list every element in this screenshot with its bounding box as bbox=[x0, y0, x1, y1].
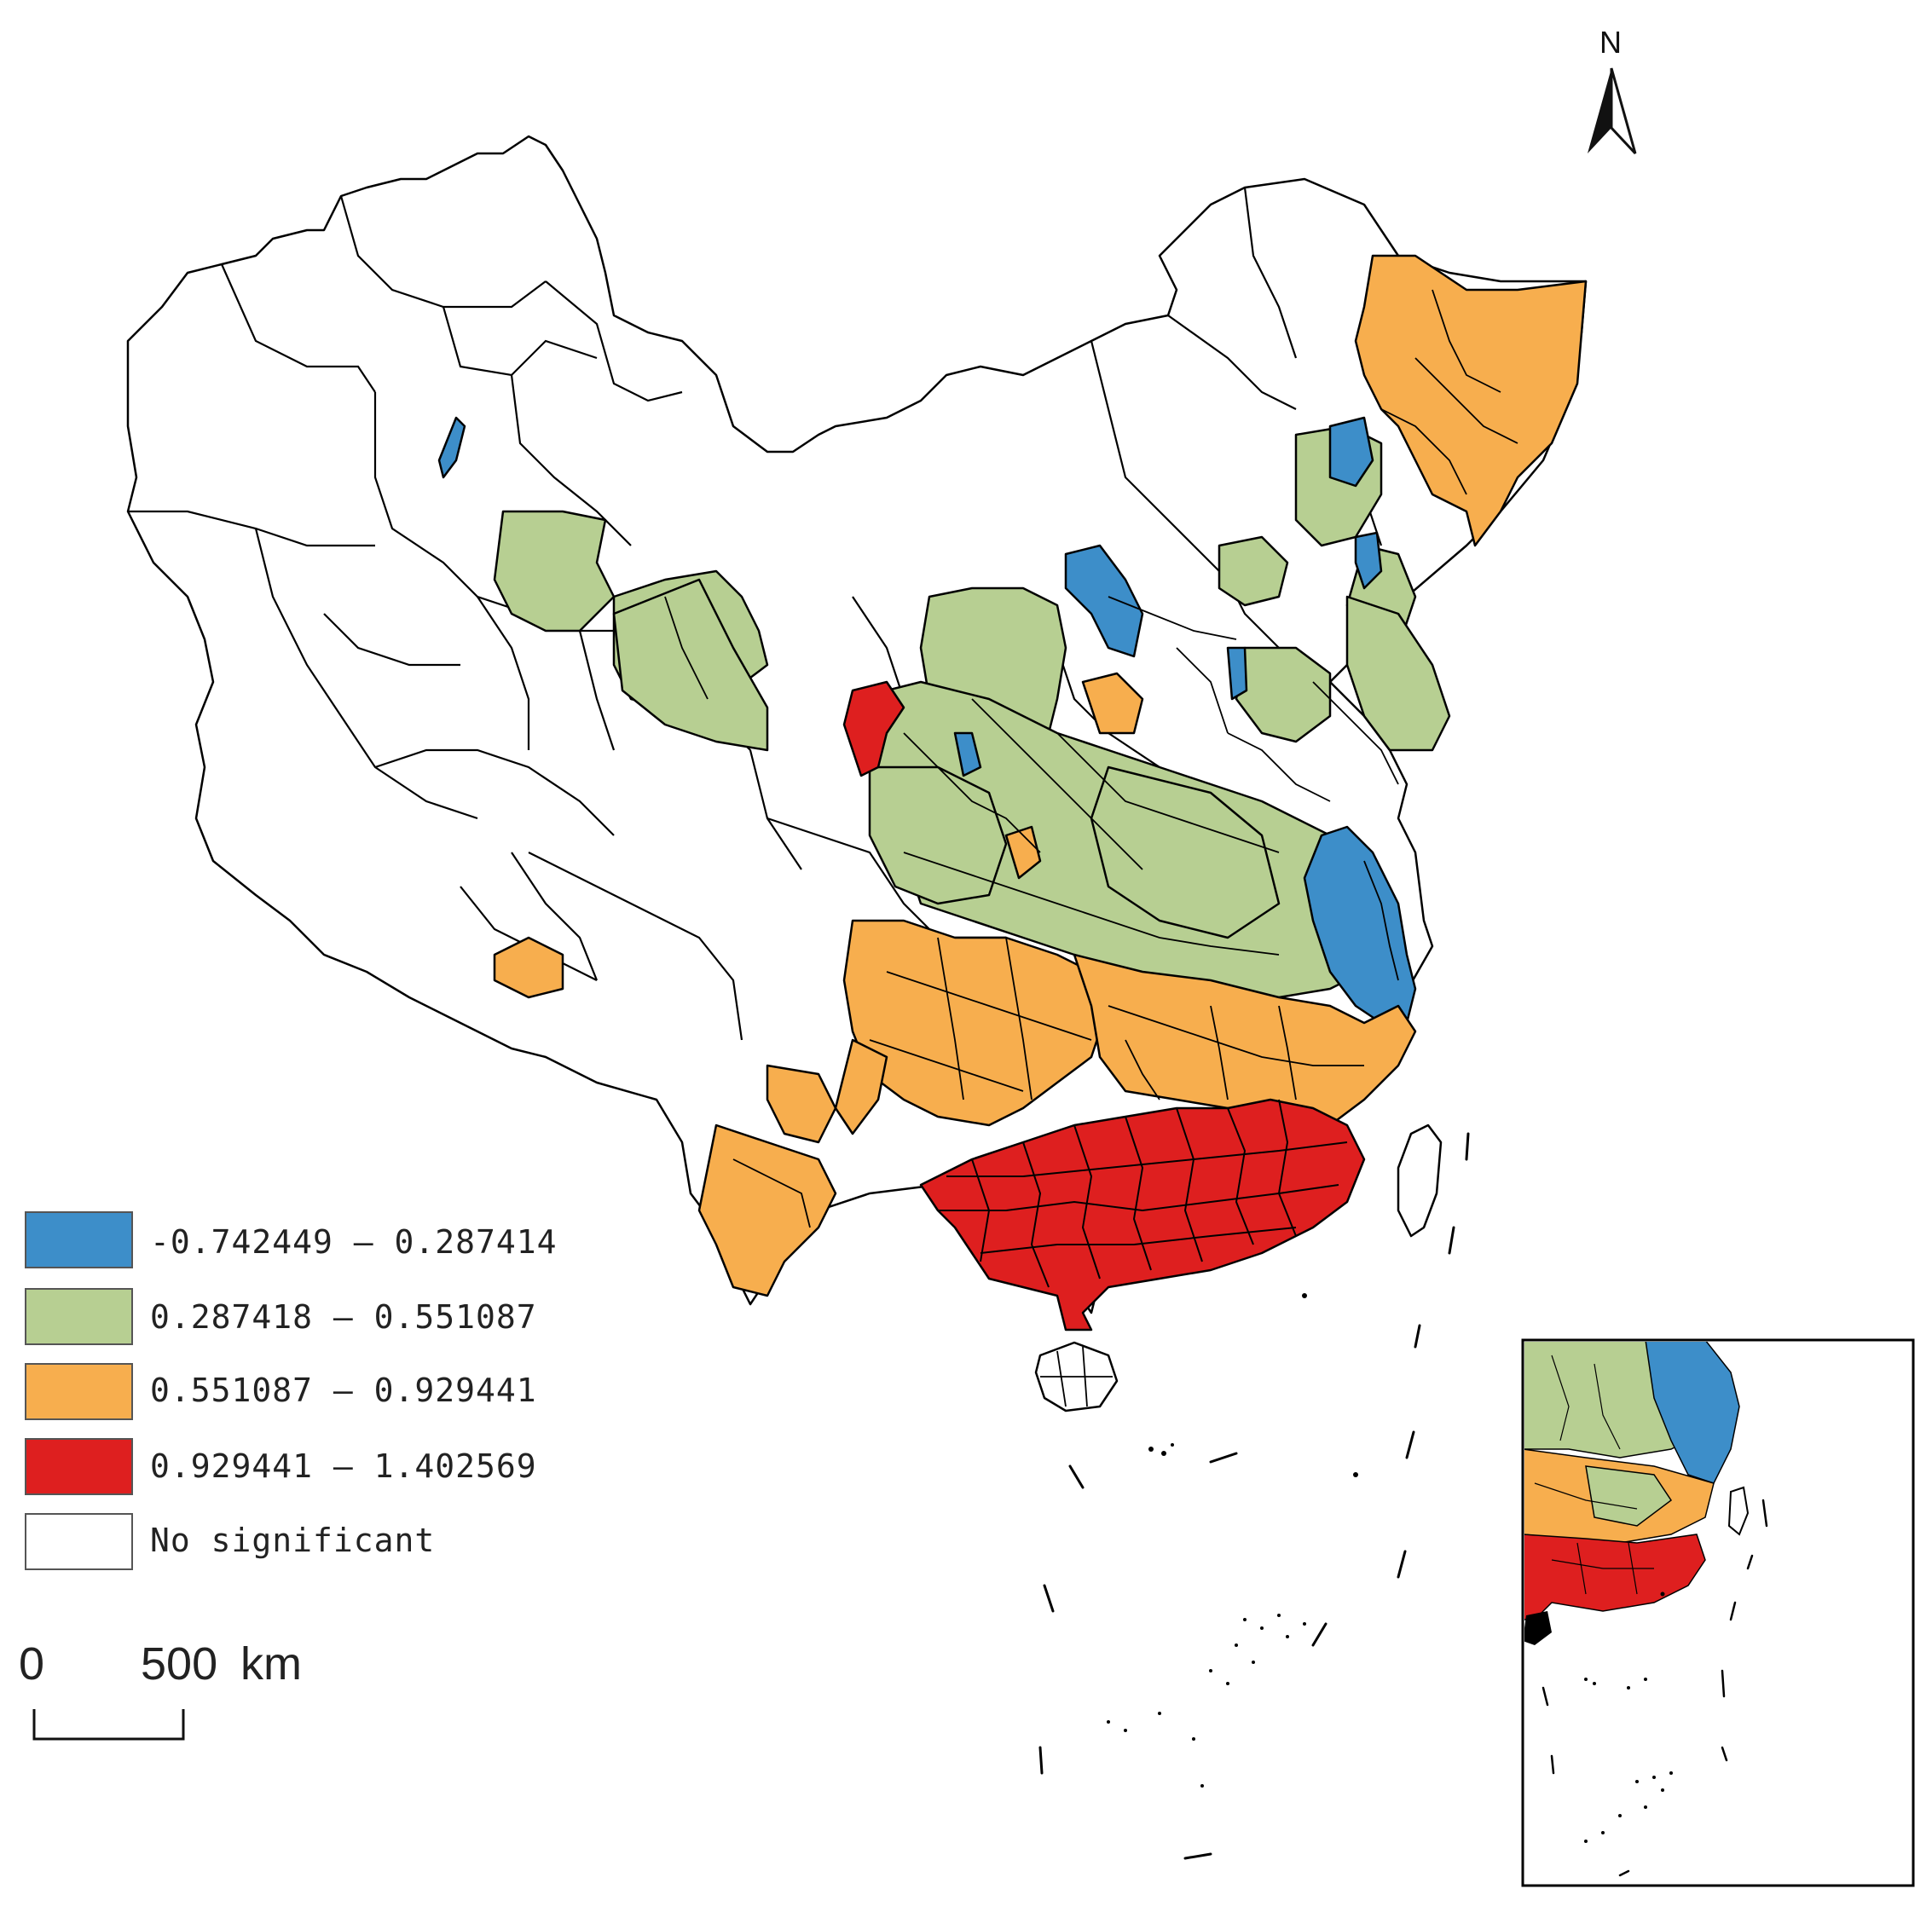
central-county-borders bbox=[664, 289, 1518, 1228]
legend-swatch-5 bbox=[25, 1513, 133, 1570]
scale-bar-line bbox=[32, 1709, 185, 1741]
red-county-borders bbox=[938, 1099, 1348, 1288]
legend-label-1: -0.742449 — 0.287414 bbox=[150, 1223, 558, 1261]
legend-label-3: 0.551087 — 0.929441 bbox=[150, 1372, 537, 1409]
scale-bar: 0 500 km bbox=[19, 1638, 302, 1741]
scale-label-unit: km bbox=[240, 1638, 302, 1690]
hainan-borders bbox=[1040, 1346, 1113, 1407]
scale-label-zero: 0 bbox=[19, 1638, 44, 1690]
legend-label-4: 0.929441 — 1.402569 bbox=[150, 1447, 537, 1485]
south-china-sea-dash-lines bbox=[1038, 1132, 1470, 1860]
taiwan-island bbox=[1397, 1124, 1443, 1238]
legend-swatch-3 bbox=[25, 1363, 133, 1420]
north-label: N bbox=[1599, 25, 1622, 60]
orange-regions bbox=[493, 254, 1588, 1297]
legend-label-5: No significant bbox=[150, 1522, 435, 1559]
scale-label-distance: 500 bbox=[141, 1638, 217, 1690]
south-china-sea-islands bbox=[1107, 1293, 1358, 1788]
legend: -0.742449 — 0.287414 0.287418 — 0.551087… bbox=[25, 1211, 558, 1570]
legend-label-2: 0.287418 — 0.551087 bbox=[150, 1298, 537, 1336]
north-arrow: N bbox=[1588, 25, 1637, 155]
legend-swatch-2 bbox=[25, 1288, 133, 1345]
inset-map bbox=[1521, 1338, 1915, 1887]
red-regions bbox=[842, 680, 1366, 1331]
north-arrow-icon bbox=[1588, 68, 1611, 153]
legend-swatch-4 bbox=[25, 1438, 133, 1495]
legend-swatch-1 bbox=[25, 1211, 133, 1268]
blue-regions bbox=[437, 416, 1417, 1025]
